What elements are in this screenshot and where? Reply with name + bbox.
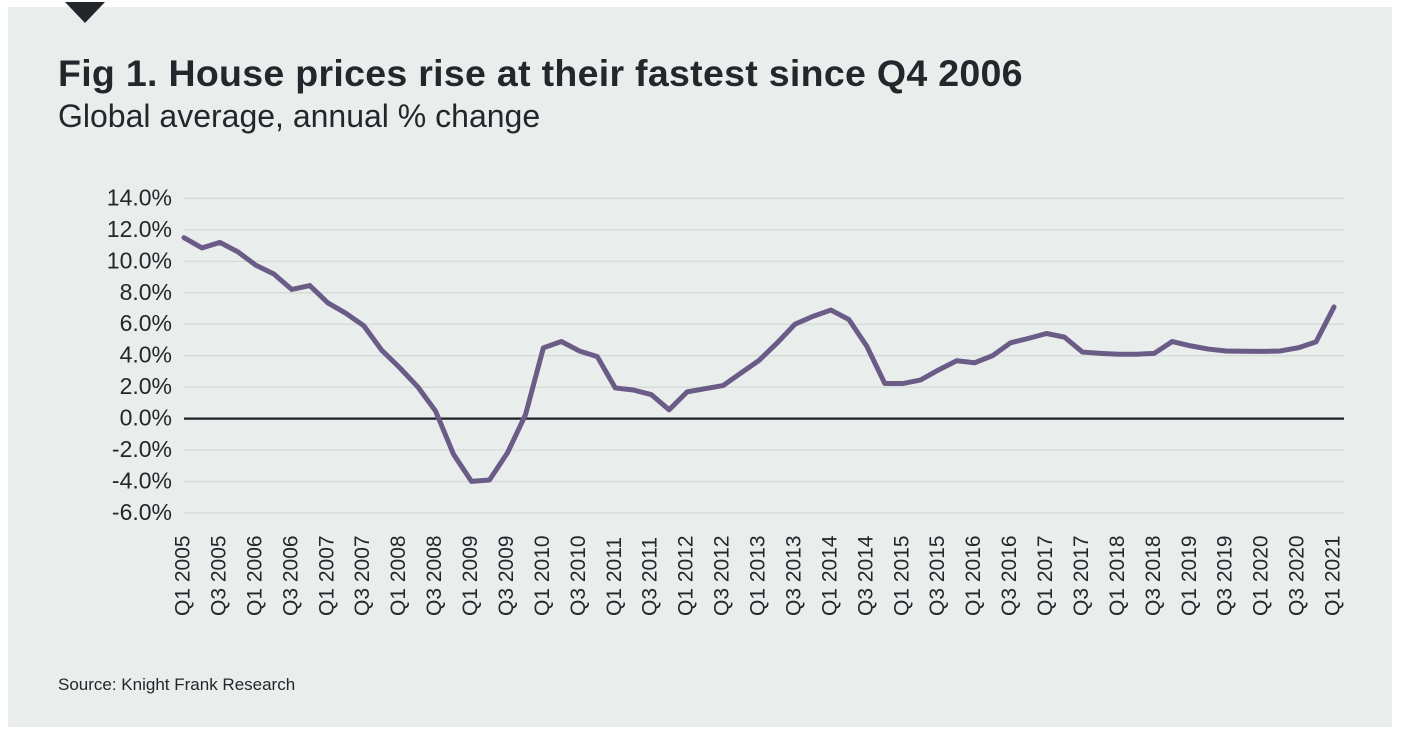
svg-text:Q3 2016: Q3 2016 xyxy=(998,535,1021,616)
svg-text:Q3 2020: Q3 2020 xyxy=(1286,535,1309,616)
svg-text:Q3 2010: Q3 2010 xyxy=(567,535,590,616)
svg-text:Q1 2014: Q1 2014 xyxy=(818,535,841,616)
svg-text:0.0%: 0.0% xyxy=(120,405,172,431)
svg-text:Q3 2017: Q3 2017 xyxy=(1070,535,1093,616)
svg-text:-4.0%: -4.0% xyxy=(112,468,172,494)
svg-text:6.0%: 6.0% xyxy=(120,310,172,336)
svg-text:Q3 2006: Q3 2006 xyxy=(279,535,302,616)
svg-text:4.0%: 4.0% xyxy=(120,342,172,368)
svg-text:12.0%: 12.0% xyxy=(107,216,172,242)
svg-text:14.0%: 14.0% xyxy=(107,184,172,210)
svg-text:Q3 2018: Q3 2018 xyxy=(1142,535,1165,616)
svg-text:Q1 2020: Q1 2020 xyxy=(1250,535,1273,616)
svg-text:Q3 2007: Q3 2007 xyxy=(351,535,374,616)
svg-text:Q3 2011: Q3 2011 xyxy=(639,537,662,616)
svg-text:Q1 2011: Q1 2011 xyxy=(603,537,626,616)
svg-text:Q1 2016: Q1 2016 xyxy=(962,535,985,616)
svg-text:Q1 2007: Q1 2007 xyxy=(315,535,338,616)
svg-text:8.0%: 8.0% xyxy=(120,279,172,305)
svg-text:Q3 2014: Q3 2014 xyxy=(854,535,877,616)
svg-text:-2.0%: -2.0% xyxy=(112,436,172,462)
svg-text:Q1 2009: Q1 2009 xyxy=(459,535,482,616)
svg-text:Q3 2008: Q3 2008 xyxy=(423,535,446,616)
svg-text:Q1 2021: Q1 2021 xyxy=(1322,535,1345,616)
svg-text:10.0%: 10.0% xyxy=(107,247,172,273)
svg-text:Q3 2015: Q3 2015 xyxy=(926,535,949,616)
svg-text:Q3 2005: Q3 2005 xyxy=(207,535,230,616)
svg-text:-6.0%: -6.0% xyxy=(112,499,172,525)
svg-text:Q1 2018: Q1 2018 xyxy=(1106,535,1129,616)
svg-text:Q1 2015: Q1 2015 xyxy=(890,535,913,616)
svg-text:Q1 2008: Q1 2008 xyxy=(387,535,410,616)
svg-text:Q3 2012: Q3 2012 xyxy=(711,535,734,616)
svg-text:Q3 2013: Q3 2013 xyxy=(782,535,805,616)
svg-text:Q1 2005: Q1 2005 xyxy=(172,535,195,616)
svg-text:2.0%: 2.0% xyxy=(120,373,172,399)
svg-text:Q1 2019: Q1 2019 xyxy=(1178,535,1201,616)
svg-text:Q1 2017: Q1 2017 xyxy=(1034,535,1057,616)
svg-text:Q1 2013: Q1 2013 xyxy=(747,535,770,616)
svg-text:Q1 2010: Q1 2010 xyxy=(531,535,554,616)
svg-text:Q3 2009: Q3 2009 xyxy=(495,535,518,616)
svg-text:Q3 2019: Q3 2019 xyxy=(1214,535,1237,616)
svg-text:Q1 2006: Q1 2006 xyxy=(243,535,266,616)
svg-text:Q1 2012: Q1 2012 xyxy=(675,535,698,616)
